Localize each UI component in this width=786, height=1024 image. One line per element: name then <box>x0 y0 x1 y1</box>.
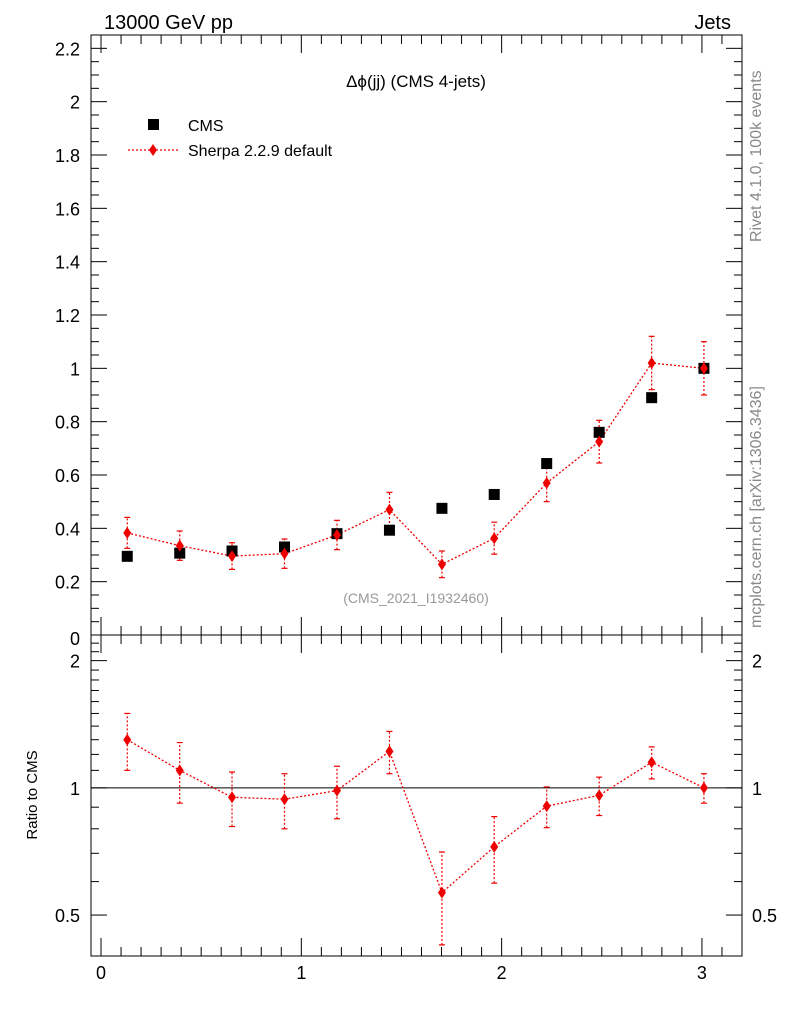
sherpa-markers <box>123 357 708 571</box>
chart-title: Δϕ(jj) (CMS 4-jets) <box>346 72 486 91</box>
ratio-data-point <box>332 784 341 797</box>
sherpa-data-point <box>228 550 237 563</box>
legend-sherpa-marker <box>149 144 157 156</box>
ratio-markers <box>123 733 708 899</box>
ratio-y-tick-label-right: 0.5 <box>752 906 777 926</box>
x-tick-labels: 0 1 2 3 <box>96 963 707 983</box>
cms-data-point <box>121 550 133 562</box>
analysis-id-label: (CMS_2021_I1932460) <box>343 590 489 606</box>
cms-data-point <box>174 547 186 559</box>
ratio-data-point <box>123 733 132 746</box>
x-tick-label: 3 <box>697 963 707 983</box>
ratio-panel-frame <box>90 634 743 957</box>
ratio-y-tick-labels: 0.5 1 2 <box>55 652 80 926</box>
legend-cms-marker <box>148 119 159 130</box>
ratio-data-point <box>647 756 656 769</box>
main-y-tick-label: 2.2 <box>55 39 80 59</box>
legend: CMS Sherpa 2.2.9 default <box>128 118 333 160</box>
main-y-zero-label: 0 <box>70 629 80 649</box>
main-y-tick-label: 2 <box>70 93 80 113</box>
sherpa-data-point <box>490 532 499 545</box>
x-tick-label: 2 <box>497 963 507 983</box>
ratio-y-tick-label: 1 <box>70 779 80 799</box>
header-process-label: Jets <box>694 12 731 34</box>
ratio-panel: 0.5 1 2 0.5 1 2 0 1 2 3 Ratio to CMS <box>24 634 777 983</box>
main-y-tick-label: 0.2 <box>55 573 80 593</box>
main-y-tick-label: 0.4 <box>55 519 80 539</box>
main-y-tick-labels: 0.2 0.4 0.6 0.8 1 1.2 1.4 1.6 1.8 2 2.2 <box>55 39 80 592</box>
main-y-tick-label: 1.4 <box>55 253 80 273</box>
cms-data-point <box>488 488 500 500</box>
ratio-line <box>126 739 705 894</box>
legend-sherpa-label: Sherpa 2.2.9 default <box>188 143 333 160</box>
cms-data-point <box>593 426 605 438</box>
ratio-data-point <box>542 800 551 813</box>
ratio-data-point <box>699 781 708 794</box>
sherpa-error-bars <box>124 335 707 579</box>
ratio-data-point <box>595 789 604 802</box>
main-y-tick-label: 1.8 <box>55 146 80 166</box>
header-energy-label: 13000 GeV pp <box>104 12 233 34</box>
ratio-y-tick-label-right: 2 <box>752 652 762 672</box>
main-y-tick-label: 1 <box>70 359 80 379</box>
ratio-y-axis-label: Ratio to CMS <box>24 750 41 839</box>
mcplots-label: mcplots.cern.ch [arXiv:1306.3436] <box>748 386 765 628</box>
sherpa-polyline <box>127 362 705 566</box>
main-y-tick-label: 1.6 <box>55 199 80 219</box>
sherpa-data-point <box>647 357 656 369</box>
main-y-tick-label: 0.8 <box>55 413 80 433</box>
main-axis-ticks <box>91 35 743 635</box>
main-y-tick-label: 1.2 <box>55 306 80 326</box>
cms-data-point <box>541 458 553 470</box>
sherpa-data-point <box>542 477 551 489</box>
legend-cms-label: CMS <box>188 118 224 135</box>
ratio-data-point <box>490 840 499 853</box>
ratio-data-point <box>437 886 446 899</box>
ratio-y-tick-label: 0.5 <box>55 906 80 926</box>
sherpa-data-point <box>437 558 446 571</box>
cms-data-point <box>436 502 448 514</box>
ratio-y-tick-label: 2 <box>70 652 80 672</box>
cms-data-point <box>278 541 290 553</box>
rivet-version-label: Rivet 4.1.0, 100k events <box>748 70 765 242</box>
sherpa-data-point <box>385 503 394 516</box>
main-y-tick-label: 0.6 <box>55 466 80 486</box>
x-tick-label: 0 <box>96 963 106 983</box>
sherpa-data-point <box>332 529 341 541</box>
sherpa-data-point <box>699 362 708 375</box>
main-panel: 0.2 0.4 0.6 0.8 1 1.2 1.4 1.6 1.8 2 2.2 0 Δϕ(jj) (… <box>55 34 743 649</box>
ratio-data-point <box>280 793 289 806</box>
ratio-axis-ticks <box>91 635 743 956</box>
ratio-data-point <box>385 745 394 758</box>
ratio-polyline <box>126 739 705 894</box>
x-tick-label: 1 <box>296 963 306 983</box>
cms-data-point <box>383 524 395 536</box>
ratio-data-point <box>175 764 184 777</box>
ratio-y-tick-label-right: 1 <box>752 779 762 799</box>
sherpa-data-point <box>280 547 289 560</box>
sherpa-data-point <box>595 435 604 448</box>
sherpa-data-point <box>175 539 184 552</box>
ratio-data-point <box>228 791 237 804</box>
cms-data-markers <box>121 362 710 562</box>
sherpa-data-point <box>123 526 132 539</box>
ratio-y-tick-labels-right: 0.5 1 2 <box>752 652 777 926</box>
ratio-error-bars <box>124 712 707 946</box>
cms-data-point <box>646 392 658 404</box>
sherpa-line <box>127 362 705 566</box>
